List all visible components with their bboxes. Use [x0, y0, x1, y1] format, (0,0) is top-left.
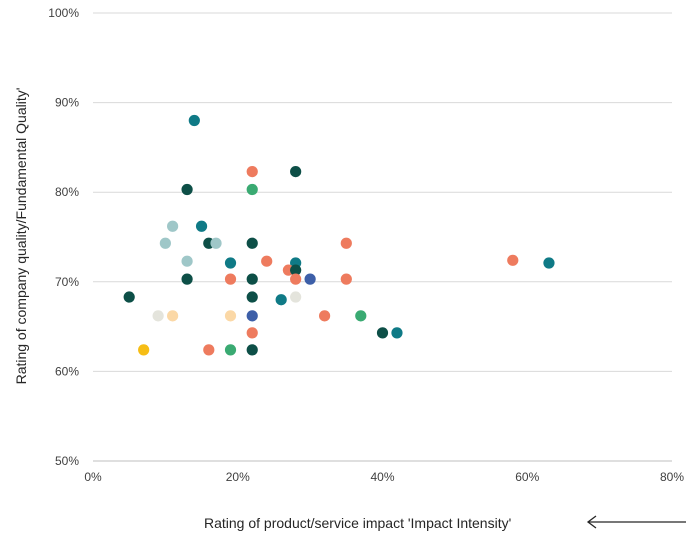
data-point	[123, 291, 135, 303]
data-point	[391, 327, 403, 339]
data-point	[181, 255, 193, 267]
data-point	[195, 220, 208, 232]
data-point	[290, 165, 302, 178]
gridlines	[93, 12, 672, 372]
x-tick-label: 80%	[660, 470, 684, 484]
data-point	[246, 237, 258, 249]
y-tick-label: 50%	[55, 454, 79, 468]
x-tick-label: 60%	[515, 470, 539, 484]
data-point	[210, 237, 222, 249]
data-point	[181, 273, 193, 285]
data-point	[340, 273, 352, 285]
data-point	[181, 183, 193, 196]
data-point	[246, 344, 258, 356]
data-point	[246, 310, 258, 322]
data-point	[246, 183, 258, 196]
data-point	[203, 344, 215, 356]
data-point	[507, 254, 519, 266]
data-point	[543, 257, 555, 269]
data-point	[188, 114, 200, 127]
data-point	[246, 327, 258, 339]
x-tick-label: 40%	[370, 470, 394, 484]
data-point	[290, 273, 302, 285]
y-tick-label: 90%	[55, 96, 79, 110]
data-point	[224, 344, 237, 356]
x-tick-label: 0%	[84, 470, 102, 484]
y-tick-label: 80%	[55, 185, 79, 199]
data-point	[275, 294, 287, 306]
x-tick-label: 20%	[226, 470, 250, 484]
data-point	[224, 273, 237, 285]
data-point	[152, 310, 164, 322]
data-point	[290, 264, 302, 276]
y-axis-title: Rating of company quality/Fundamental Qu…	[13, 88, 29, 385]
data-point	[355, 310, 367, 322]
data-point	[261, 255, 273, 267]
data-point	[246, 273, 258, 285]
y-tick-label: 100%	[48, 6, 79, 20]
data-point	[246, 165, 258, 178]
data-point	[167, 220, 179, 232]
data-point	[224, 257, 237, 269]
y-tick-labels: 50% 60% 70% 80% 90% 100%	[48, 6, 79, 468]
data-point	[340, 237, 352, 249]
data-point	[167, 310, 179, 322]
data-point	[319, 310, 331, 322]
data-point	[159, 237, 171, 249]
data-point	[138, 344, 150, 356]
y-tick-label: 60%	[55, 364, 79, 378]
left-arrow-icon	[586, 515, 686, 529]
x-axis-title: Rating of product/service impact 'Impact…	[204, 515, 511, 531]
data-point	[246, 291, 258, 303]
data-point	[304, 273, 316, 285]
data-point	[376, 327, 389, 339]
y-tick-label: 70%	[55, 275, 79, 289]
x-tick-labels: 0% 20% 40% 60% 80%	[84, 470, 684, 484]
data-points	[123, 114, 555, 356]
data-point	[224, 310, 237, 322]
data-point	[290, 291, 302, 303]
